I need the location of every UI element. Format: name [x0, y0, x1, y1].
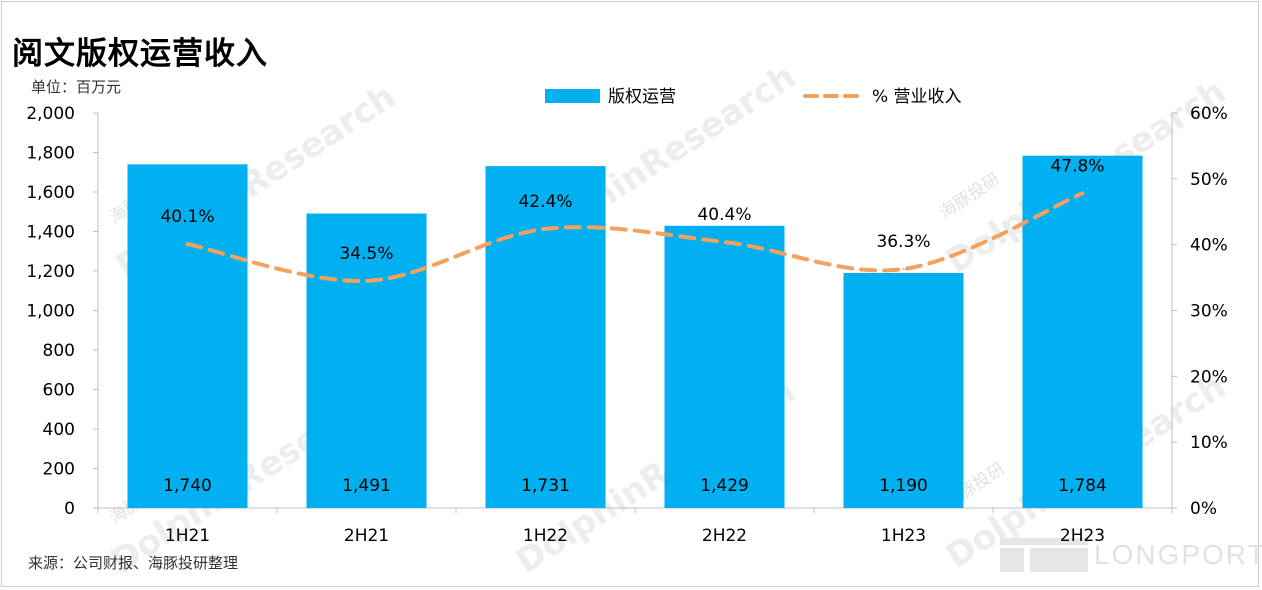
legend-group: 版权运营 % 营业收入	[545, 87, 962, 107]
chart-title: 阅文版权运营收入	[12, 36, 268, 72]
x-tick-label: 2H21	[344, 526, 389, 546]
y-left-tick-label: 1,400	[26, 223, 75, 243]
y-right-tick-label: 10%	[1190, 433, 1228, 453]
y-right-tick-label: 0%	[1190, 499, 1217, 519]
bar	[1022, 155, 1143, 508]
unit-label: 单位：百万元	[31, 78, 122, 96]
y-right-tick-label: 30%	[1190, 302, 1228, 322]
y-left-tick-label: 200	[43, 460, 75, 480]
bar	[306, 213, 427, 508]
percent-point	[365, 279, 368, 282]
percent-point	[723, 241, 726, 244]
percent-value-label: 40.4%	[697, 205, 751, 225]
bar-value-label: 1,491	[342, 476, 391, 496]
y-left-tick-label: 0	[64, 499, 75, 519]
legend-bar-label: 版权运营	[608, 87, 676, 107]
percent-value-label: 47.8%	[1050, 156, 1104, 176]
longport-logo: LONGPORT	[1000, 538, 1262, 572]
legend-line-label: % 营业收入	[872, 87, 962, 107]
percent-line	[185, 191, 1085, 283]
bar-value-label: 1,190	[879, 476, 928, 496]
labels-group: 1,740 1,491 1,731 1,429 1,190 1,784 40.1% 34.5%…	[160, 156, 1106, 496]
y-right-tick-label: 20%	[1190, 367, 1228, 387]
line-group	[185, 191, 1085, 283]
bar-value-label: 1,429	[700, 476, 749, 496]
y-left-tick-label: 800	[43, 341, 75, 361]
x-tick-label: 1H21	[165, 526, 210, 546]
bar	[664, 225, 785, 508]
y-left-tick-label: 1,800	[26, 144, 75, 164]
percent-point	[902, 268, 905, 271]
x-tick-label: 2H23	[1060, 526, 1105, 546]
longport-mark-icon	[1000, 538, 1088, 572]
percent-point	[544, 227, 547, 230]
axes-group: 0 200 400 600 800 1,000 1,200 1,400 1,600 1,800 2,…	[26, 104, 1227, 546]
percent-point	[1081, 192, 1084, 195]
bar	[843, 272, 964, 508]
y-left-tick-label: 2,000	[26, 104, 75, 124]
y-left-tick-label: 600	[43, 381, 75, 401]
longport-wordmark: LONGPORT	[1094, 539, 1262, 570]
y-left-tick-label: 400	[43, 420, 75, 440]
x-tick-label: 1H23	[881, 526, 926, 546]
y-left-tick-label: 1,200	[26, 262, 75, 282]
y-right-tick-label: 40%	[1190, 236, 1228, 256]
percent-value-label: 34.5%	[339, 244, 393, 264]
percent-point	[186, 243, 189, 246]
percent-value-label: 36.3%	[876, 232, 930, 252]
bar-value-label: 1,731	[521, 476, 570, 496]
bar-value-label: 1,740	[163, 476, 212, 496]
source-note: 来源：公司财报、海豚投研整理	[28, 554, 239, 572]
percent-value-label: 40.1%	[160, 207, 214, 227]
percent-value-label: 42.4%	[518, 192, 572, 212]
y-left-tick-label: 1,600	[26, 183, 75, 203]
x-tick-label: 2H22	[702, 526, 747, 546]
y-right-tick-label: 60%	[1190, 104, 1228, 124]
bars-group	[127, 155, 1143, 508]
bar	[485, 166, 606, 508]
x-tick-label: 1H22	[523, 526, 568, 546]
y-right-tick-label: 50%	[1190, 170, 1228, 190]
bar	[127, 164, 248, 508]
bar-value-label: 1,784	[1058, 476, 1107, 496]
y-left-tick-label: 1,000	[26, 302, 75, 322]
legend-bar-swatch	[545, 89, 600, 103]
